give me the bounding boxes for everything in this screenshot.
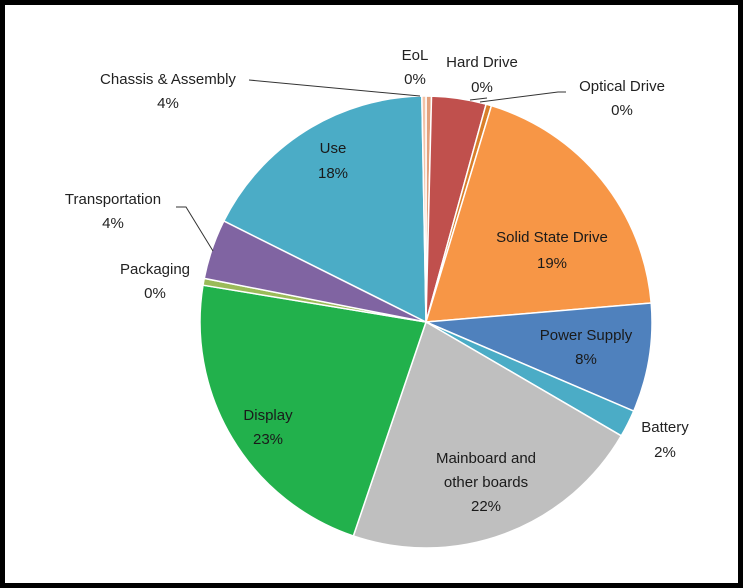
label-use-pct: 18% xyxy=(318,165,348,182)
label-display-pct: 23% xyxy=(253,431,283,448)
label-mainboard-line1: Mainboard and xyxy=(436,450,536,467)
leader-line-transportation xyxy=(176,206,214,252)
label-display-name: Display xyxy=(243,407,293,424)
pie-slice-display xyxy=(199,284,427,537)
label-packaging-pct: 0% xyxy=(144,285,166,302)
label-transportation-name: Transportation xyxy=(65,191,161,208)
label-mainboard-pct: 22% xyxy=(471,498,501,515)
pie-slices xyxy=(199,95,653,549)
label-eol-pct: 0% xyxy=(404,71,426,88)
label-transportation-pct: 4% xyxy=(102,215,124,232)
pie-slice-chassis-assembly xyxy=(421,95,427,323)
pie-slice-solid-state-drive xyxy=(424,104,653,323)
pie-slice-use xyxy=(222,95,427,324)
label-ssd-name: Solid State Drive xyxy=(496,229,608,246)
label-power-supply-pct: 8% xyxy=(575,351,597,368)
leader-line-chassis xyxy=(248,79,421,97)
label-use-name: Use xyxy=(320,140,347,157)
label-chassis-name: Chassis & Assembly xyxy=(100,71,236,88)
label-power-supply-name: Power Supply xyxy=(540,327,633,344)
label-mainboard-line2: other boards xyxy=(444,474,528,491)
leader-line-optical-drive xyxy=(479,91,566,103)
label-battery-name: Battery xyxy=(641,419,689,436)
label-packaging-name: Packaging xyxy=(120,261,190,278)
pie-slice-power-supply xyxy=(425,302,653,413)
label-ssd-pct: 19% xyxy=(537,255,567,272)
label-hard-drive-pct: 0% xyxy=(471,79,493,96)
label-optical-drive-pct: 0% xyxy=(611,102,633,119)
label-eol-name: EoL xyxy=(402,47,429,64)
label-battery-pct: 2% xyxy=(654,444,676,461)
pie-slice-mainboard-and-other-boards xyxy=(352,320,623,549)
label-optical-drive-name: Optical Drive xyxy=(579,78,665,95)
leader-line-hard-drive xyxy=(469,97,488,101)
label-chassis-pct: 4% xyxy=(157,95,179,112)
label-hard-drive-name: Hard Drive xyxy=(446,54,518,71)
